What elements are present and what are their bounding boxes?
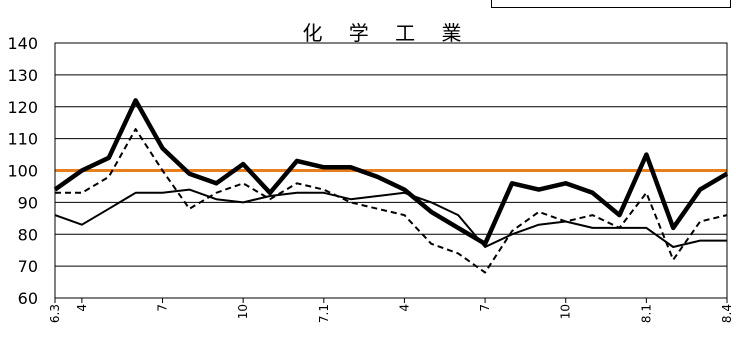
x-axis-ticks: 6.3 4 7 10 7.1 4 7 10 8.1 8.4 xyxy=(48,298,734,323)
x-tick-label: 7.1 xyxy=(317,304,331,323)
y-tick-label: 130 xyxy=(7,66,38,85)
y-tick-label: 110 xyxy=(7,130,38,149)
series-line-thick xyxy=(53,98,729,247)
x-tick-label: 7 xyxy=(478,304,492,312)
plot-frame xyxy=(54,42,728,299)
y-tick-label: 60 xyxy=(18,289,38,308)
x-tick-label: 4 xyxy=(75,304,89,312)
y-tick-label: 80 xyxy=(18,225,38,244)
series-line-dashed xyxy=(55,128,728,274)
top-frame-box xyxy=(491,0,731,8)
x-tick-label: 10 xyxy=(236,304,250,319)
y-tick-label: 140 xyxy=(7,34,38,53)
y-tick-label: 120 xyxy=(7,98,38,117)
x-tick-label: 10 xyxy=(559,304,573,319)
x-tick-label: 7 xyxy=(156,304,170,312)
series-line-thin xyxy=(54,188,727,248)
x-tick-label: 8.4 xyxy=(720,304,734,323)
x-tick-label: 6.3 xyxy=(48,304,62,323)
x-tick-label: 8.1 xyxy=(639,304,653,323)
x-tick-label: 4 xyxy=(397,304,411,312)
chart-title: 化 学 工 業 xyxy=(302,21,471,45)
y-tick-label: 90 xyxy=(18,193,38,212)
y-axis-ticks: 60 70 80 90 100 110 120 130 140 xyxy=(7,34,38,308)
series-group xyxy=(53,98,729,274)
y-tick-label: 100 xyxy=(7,162,38,181)
y-tick-label: 70 xyxy=(18,257,38,276)
